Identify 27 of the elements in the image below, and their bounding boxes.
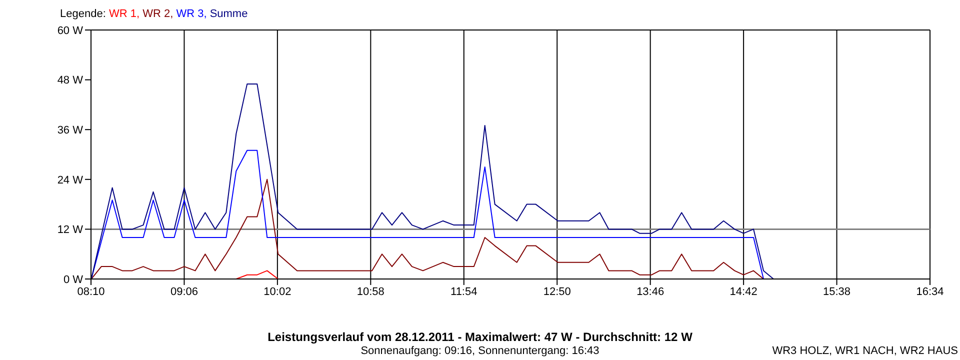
y-tick-label: 48 W [57, 74, 84, 87]
y-tick-label: 36 W [57, 124, 84, 137]
line-series [91, 150, 764, 279]
text: WR3 HOLZ, WR1 NACH, WR2 HAUS [772, 345, 958, 357]
x-tick-label: 09:06 [170, 286, 198, 298]
x-tick-label: 14:42 [730, 286, 758, 298]
text: Sonnenaufgang: 09:16, Sonnenuntergang: 16:43 [360, 345, 600, 357]
legend-title: Legende: [60, 8, 107, 20]
y-tick-label: 0 W [63, 274, 84, 286]
x-tick-label: 13:46 [636, 286, 664, 298]
x-tick-label: 16:34 [916, 286, 944, 298]
y-tick-label: 60 W [57, 24, 84, 37]
line-series [91, 178, 764, 279]
x-tick-label: 11:54 [450, 286, 478, 298]
y-tick-label: 24 W [57, 174, 84, 186]
x-tick-label: 10:58 [356, 286, 384, 298]
y-tick-label: 12 W [57, 224, 84, 236]
x-tick-label: 10:02 [264, 286, 292, 298]
text: WR 2, [142, 8, 174, 20]
x-tick-label: 15:38 [823, 286, 851, 298]
text: Summe [210, 8, 248, 20]
line-series [91, 83, 774, 279]
text: WR 3, [176, 8, 208, 20]
x-tick-label: 12:50 [543, 286, 571, 298]
text: Leistungsverlauf vom 28.12.2011 - Maximalwert: 47 W - Durchschnitt: 12 W [266, 330, 694, 344]
x-tick-label: 08:10 [77, 286, 105, 298]
text: WR 1, [108, 8, 140, 20]
